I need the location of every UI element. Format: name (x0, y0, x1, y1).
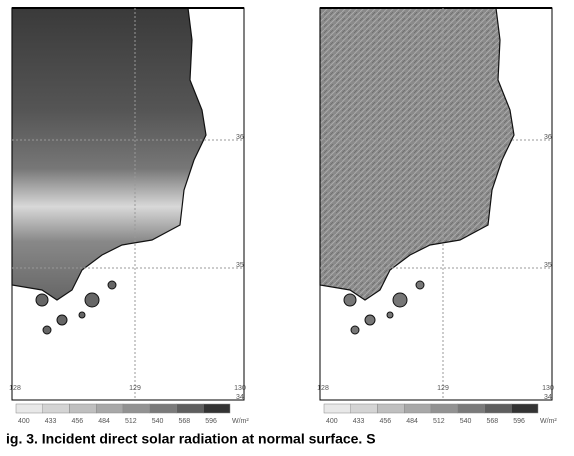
colorbar-swatch (177, 404, 204, 413)
colorbar-swatch (150, 404, 177, 413)
colorbar-swatch (203, 404, 230, 413)
island (85, 293, 99, 307)
colorbar-swatch (404, 404, 431, 413)
colorbar-swatch (485, 404, 512, 413)
lat-label: 35 (544, 262, 552, 269)
colorbar-label: 433 (45, 418, 57, 425)
island (57, 315, 67, 325)
island (416, 281, 424, 289)
colorbar-label: 456 (380, 418, 392, 425)
island (351, 326, 359, 334)
colorbar-label: 540 (460, 418, 472, 425)
colorbar-swatch (324, 404, 351, 413)
colorbar-label: 400 (326, 418, 338, 425)
island (393, 293, 407, 307)
island (365, 315, 375, 325)
colorbar-label: 484 (98, 418, 110, 425)
island (344, 294, 356, 306)
island (79, 312, 85, 318)
lon-label: 128 (317, 385, 329, 392)
colorbar-label: 400 (18, 418, 30, 425)
lon-label: 129 (129, 385, 141, 392)
island (387, 312, 393, 318)
colorbar-swatch (123, 404, 150, 413)
colorbar-label: 596 (513, 418, 525, 425)
colorbar-label: W/m² (232, 418, 249, 425)
colorbar-label: 540 (152, 418, 164, 425)
colorbar-label: 512 (125, 418, 137, 425)
colorbar-swatch (431, 404, 458, 413)
island (43, 326, 51, 334)
colorbar-swatch (511, 404, 538, 413)
island (36, 294, 48, 306)
caption: ig. 3. Incident direct solar radiation a… (6, 431, 376, 447)
colorbar-label: 484 (406, 418, 418, 425)
lat-label: 36 (544, 134, 552, 141)
lon-label: 130 (234, 385, 246, 392)
colorbar-swatch (96, 404, 123, 413)
figure: 36 35 34 128 129 130 400 433 456 484 512 540 568 596 W… (0, 0, 574, 451)
colorbar-label: 456 (72, 418, 84, 425)
colorbar-label: 568 (179, 418, 191, 425)
colorbar-swatch (378, 404, 405, 413)
colorbar-swatch (16, 404, 43, 413)
lat-label: 34 (236, 394, 244, 401)
lat-label: 34 (544, 394, 552, 401)
colorbar-label: 433 (353, 418, 365, 425)
colorbar-label: 512 (433, 418, 445, 425)
colorbar-swatch (351, 404, 378, 413)
colorbar-swatch (458, 404, 485, 413)
lat-label: 35 (236, 262, 244, 269)
island (108, 281, 116, 289)
colorbar-swatch (43, 404, 70, 413)
colorbar-label: W/m² (540, 418, 557, 425)
lat-label: 36 (236, 134, 244, 141)
lon-label: 128 (9, 385, 21, 392)
lon-label: 130 (542, 385, 554, 392)
colorbar-label: 596 (205, 418, 217, 425)
colorbar-swatch (70, 404, 97, 413)
colorbar-label: 568 (487, 418, 499, 425)
lon-label: 129 (437, 385, 449, 392)
